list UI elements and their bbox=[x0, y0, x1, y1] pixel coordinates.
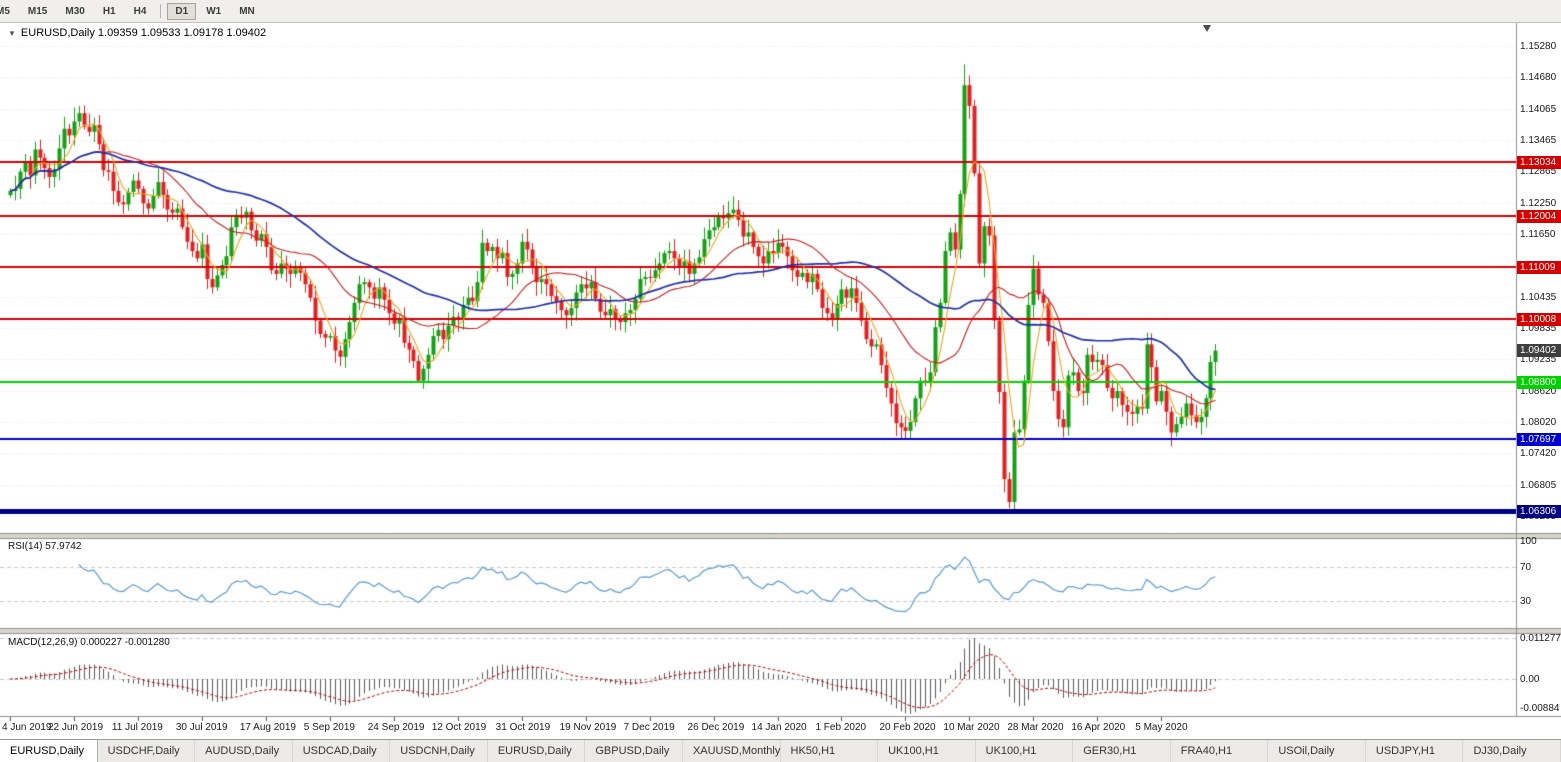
price-level-badge: 1.12004 bbox=[1517, 209, 1561, 223]
current-price-badge: 1.09402 bbox=[1517, 344, 1561, 358]
timeframe-button-h4[interactable]: H4 bbox=[133, 5, 147, 17]
macd-scale-label: 0.00 bbox=[1520, 674, 1540, 685]
chart-tab-usdcad-daily[interactable]: USDCAD,Daily bbox=[293, 740, 391, 762]
rsi-indicator-label: RSI(14) 57.9742 bbox=[8, 541, 82, 552]
timeframe-toolbar: M5 M15 M30 H1 H4 D1 W1 MN bbox=[0, 0, 1561, 23]
price-level-badge: 1.13034 bbox=[1517, 156, 1561, 170]
date-axis-label: 17 Aug 2019 bbox=[239, 722, 296, 733]
timeframe-button-h1[interactable]: H1 bbox=[102, 5, 116, 17]
price-scale-tick: 1.08620 bbox=[1520, 386, 1557, 397]
price-scale-tick: 1.12250 bbox=[1520, 197, 1557, 209]
chart-tab-usoil-daily[interactable]: USOil,Daily bbox=[1268, 740, 1366, 762]
chart-tab-usdchf-daily[interactable]: USDCHF,Daily bbox=[98, 740, 196, 762]
date-axis-label: 10 Mar 2020 bbox=[943, 722, 1000, 733]
date-axis-label: 1 Feb 2020 bbox=[815, 722, 867, 733]
date-axis-label: 5 May 2020 bbox=[1135, 722, 1188, 733]
price-scale-tick: 1.08020 bbox=[1520, 417, 1557, 429]
chart-title-text: EURUSD,Daily 1.09359 1.09533 1.09178 1.0… bbox=[20, 27, 267, 39]
price-scale-tick: 1.15280 bbox=[1520, 40, 1557, 52]
chart-tab-fra40-h1[interactable]: FRA40,H1 bbox=[1171, 740, 1269, 762]
date-axis-label: 24 Sep 2019 bbox=[367, 722, 425, 733]
date-axis-label: 5 Sep 2019 bbox=[303, 722, 355, 733]
chart-tab-eurusd-daily[interactable]: EURUSD,Daily bbox=[0, 740, 98, 762]
chart-tab-xauusd-monthly[interactable]: XAUUSD,Monthly bbox=[683, 740, 781, 762]
chart-tab-uk100-h1[interactable]: UK100,H1 bbox=[878, 740, 976, 762]
toolbar-separator bbox=[160, 4, 162, 18]
chart-tab-uk100-h1[interactable]: UK100,H1 bbox=[976, 740, 1074, 762]
chart-tab-gbpusd-daily[interactable]: GBPUSD,Daily bbox=[585, 740, 683, 762]
macd-scale-label: -0.00884 bbox=[1520, 703, 1560, 714]
macd-scale-label: 0.011277 bbox=[1520, 633, 1561, 644]
price-scale-tick: 1.07420 bbox=[1520, 448, 1557, 460]
price-scale-tick: 1.14680 bbox=[1520, 71, 1557, 83]
date-axis-label: 11 Jul 2019 bbox=[111, 722, 163, 733]
chart-title: ▼ EURUSD,Daily 1.09359 1.09533 1.09178 1… bbox=[8, 27, 266, 39]
chart-tab-usdcnh-daily[interactable]: USDCNH,Daily bbox=[390, 740, 488, 762]
price-level-badge: 1.06306 bbox=[1517, 504, 1561, 518]
price-scale-tick: 1.06805 bbox=[1520, 480, 1557, 492]
chart-tab-hk50-h1[interactable]: HK50,H1 bbox=[781, 740, 879, 762]
date-axis-label: 28 Mar 2020 bbox=[1007, 722, 1064, 733]
price-scale[interactable] bbox=[1517, 22, 1561, 716]
timeframe-button-m30[interactable]: M30 bbox=[65, 5, 85, 17]
chart-shift-marker[interactable] bbox=[1203, 25, 1211, 32]
price-scale-tick: 1.09835 bbox=[1520, 323, 1557, 335]
date-axis-label: 22 Jun 2019 bbox=[47, 722, 104, 733]
price-scale-tick: 1.12865 bbox=[1520, 165, 1557, 177]
timeframe-button-w1[interactable]: W1 bbox=[206, 5, 222, 17]
chart-tab-usdjpy-h1[interactable]: USDJPY,H1 bbox=[1366, 740, 1464, 762]
price-scale-tick: 1.14065 bbox=[1520, 103, 1557, 115]
timeframe-button-m15[interactable]: M15 bbox=[27, 5, 48, 17]
price-level-badge: 1.07697 bbox=[1517, 432, 1561, 446]
chart-tab-audusd-daily[interactable]: AUDUSD,Daily bbox=[195, 740, 293, 762]
price-scale-tick: 1.13465 bbox=[1520, 134, 1557, 146]
chart-tabs-bar: EURUSD,Daily USDCHF,Daily AUDUSD,Daily USDC… bbox=[0, 739, 1561, 762]
symbol-dropdown-icon[interactable]: ▼ bbox=[8, 28, 16, 38]
date-axis-label: 26 Dec 2019 bbox=[687, 722, 745, 733]
chart-tab-dj30-daily[interactable]: DJ30,Daily bbox=[1463, 740, 1561, 762]
price-level-badge: 1.11009 bbox=[1517, 261, 1561, 275]
price-scale-tick: 1.09235 bbox=[1520, 354, 1557, 366]
macd-indicator-label: MACD(12,26,9) 0.000227 -0.001280 bbox=[8, 637, 170, 648]
date-axis-label: 12 Oct 2019 bbox=[431, 722, 487, 733]
date-axis-label: 31 Oct 2019 bbox=[495, 722, 551, 733]
price-scale-tick: 1.10435 bbox=[1520, 291, 1557, 303]
chart-tab-ger30-h1[interactable]: GER30,H1 bbox=[1073, 740, 1171, 762]
date-axis-label: 7 Dec 2019 bbox=[623, 722, 675, 733]
timeframe-button-m5[interactable]: M5 bbox=[0, 5, 10, 17]
rsi-scale-label: 100 bbox=[1520, 536, 1537, 547]
rsi-scale-label: 70 bbox=[1520, 561, 1532, 573]
date-axis-label: 4 Jun 2019 bbox=[2, 722, 52, 733]
date-axis-label: 19 Nov 2019 bbox=[559, 722, 617, 733]
date-axis-label: 20 Feb 2020 bbox=[879, 722, 936, 733]
date-axis-label: 30 Jul 2019 bbox=[175, 722, 228, 733]
timeframe-button-mn[interactable]: MN bbox=[239, 5, 255, 17]
rsi-scale-label: 30 bbox=[1520, 596, 1532, 608]
date-axis-label: 16 Apr 2020 bbox=[1071, 722, 1126, 733]
price-level-badge: 1.10008 bbox=[1517, 313, 1561, 327]
price-level-badge: 1.08800 bbox=[1517, 375, 1561, 389]
timeframe-button-d1[interactable]: D1 bbox=[167, 2, 197, 20]
chart-tab-eurusd-daily[interactable]: EURUSD,Daily bbox=[488, 740, 586, 762]
timeframe-buttons-group: M5 M15 M30 H1 H4 D1 W1 MN bbox=[0, 2, 264, 20]
date-axis-label: 14 Jan 2020 bbox=[751, 722, 807, 733]
price-scale-tick: 1.11650 bbox=[1520, 228, 1556, 240]
